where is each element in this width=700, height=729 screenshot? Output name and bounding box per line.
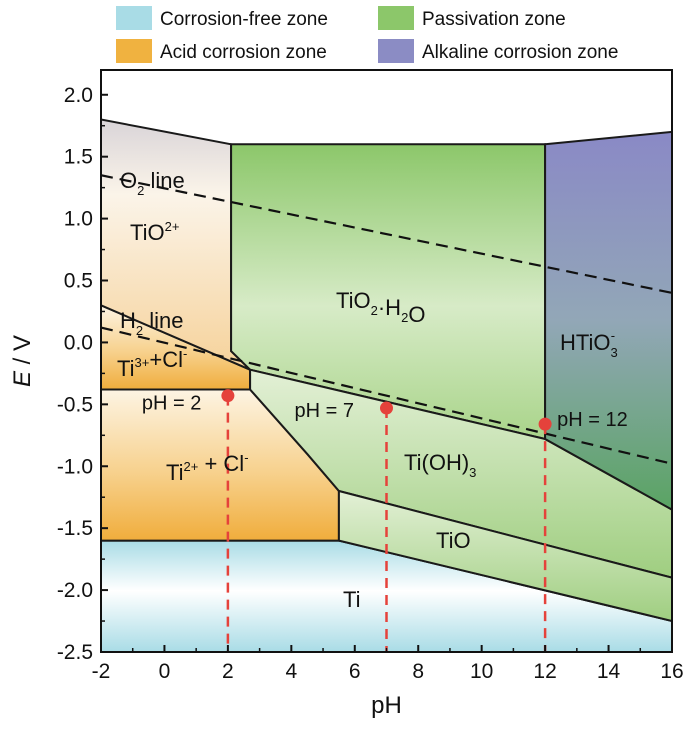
legend-item-alkaline: Alkaline corrosion zone — [378, 39, 618, 63]
x-tick-label: 6 — [349, 660, 361, 683]
reference-line-label-o2: O2 line — [120, 168, 185, 198]
x-tick-label: 2 — [222, 660, 234, 683]
region-label-layer: Ti Ti2+ + Cl- Ti3++Cl- TiO2+ TiO2·H2O Ti(OH)3… — [117, 168, 618, 612]
region-label-tioh3: Ti(OH)3 — [404, 450, 476, 480]
reference-line-layer — [101, 174, 672, 465]
ph-point — [538, 417, 552, 431]
region-tio — [337, 489, 672, 623]
region-label-ti: Ti — [343, 587, 361, 612]
reference-line-label-h2: H2 line — [120, 308, 183, 338]
x-tick-label: 4 — [285, 660, 297, 683]
y-tick-label: -0.5 — [57, 393, 93, 416]
x-tick-label: -2 — [92, 660, 111, 683]
legend-swatch-acid — [116, 39, 152, 63]
region-label-tio: TiO — [436, 528, 471, 553]
ph-marker-12: pH = 12 — [538, 409, 628, 652]
x-tick-label: 14 — [597, 660, 621, 683]
legend: Corrosion-free zone Passivation zone Acid … — [116, 6, 618, 63]
region-layer — [101, 118, 672, 652]
legend-swatch-passivation — [378, 6, 414, 30]
legend-label-acid: Acid corrosion zone — [160, 42, 327, 63]
reference-line-o2 — [101, 174, 672, 294]
legend-label-alkaline: Alkaline corrosion zone — [422, 42, 618, 63]
legend-item-passivation: Passivation zone — [378, 6, 566, 30]
y-tick-label: 2.0 — [64, 84, 93, 107]
x-tick-label: 16 — [660, 660, 683, 683]
y-tick-label: -1.0 — [57, 455, 93, 478]
x-tick-label: 12 — [533, 660, 556, 683]
ph-marker-7: pH = 7 — [295, 400, 393, 652]
region-label-htio3: HTiO3- — [560, 328, 618, 360]
legend-item-acid: Acid corrosion zone — [116, 39, 327, 63]
marker-layer: pH = 2 pH = 7 pH = 12 — [142, 389, 628, 652]
ph-point-label: pH = 7 — [295, 400, 354, 422]
x-tick-label: 10 — [470, 660, 493, 683]
y-tick-label: -1.5 — [57, 517, 93, 540]
x-tick-label: 8 — [412, 660, 424, 683]
y-tick-label: 1.0 — [64, 208, 93, 231]
x-tick-label: 0 — [159, 660, 171, 683]
region-label-tio2p: TiO2+ — [130, 219, 179, 245]
region-label-ti3: Ti3++Cl- — [117, 346, 187, 381]
legend-swatch-alkaline — [378, 39, 414, 63]
ph-point — [221, 389, 235, 403]
legend-item-free: Corrosion-free zone — [116, 6, 328, 30]
ph-marker-2: pH = 2 — [142, 389, 235, 652]
reference-line-h2 — [101, 326, 672, 465]
y-tick-label: 0.5 — [64, 270, 93, 293]
ph-point-label: pH = 2 — [142, 393, 201, 415]
ph-point — [380, 401, 393, 415]
legend-label-free: Corrosion-free zone — [160, 9, 328, 30]
region-htio3 — [544, 130, 672, 511]
legend-swatch-free — [116, 6, 152, 30]
ph-point-label: pH = 12 — [557, 409, 628, 431]
x-axis-label: pH — [371, 692, 402, 719]
axes-layer: -2 0 2 4 6 8 10 12 14 16 2.0 1.5 1.0 0.5 0.0 -0.5 -1.0 -1… — [9, 84, 684, 719]
region-label-ti2: Ti2+ + Cl- — [166, 450, 249, 485]
y-tick-label: 0.0 — [64, 331, 93, 354]
legend-label-passivation: Passivation zone — [422, 9, 566, 30]
y-tick-label: -2.0 — [57, 579, 93, 602]
y-tick-label: -2.5 — [57, 641, 93, 664]
region-label-tio2h2o: TiO2·H2O — [336, 288, 425, 327]
y-axis-label: E / V — [9, 335, 36, 387]
y-tick-label: 1.5 — [64, 146, 93, 169]
